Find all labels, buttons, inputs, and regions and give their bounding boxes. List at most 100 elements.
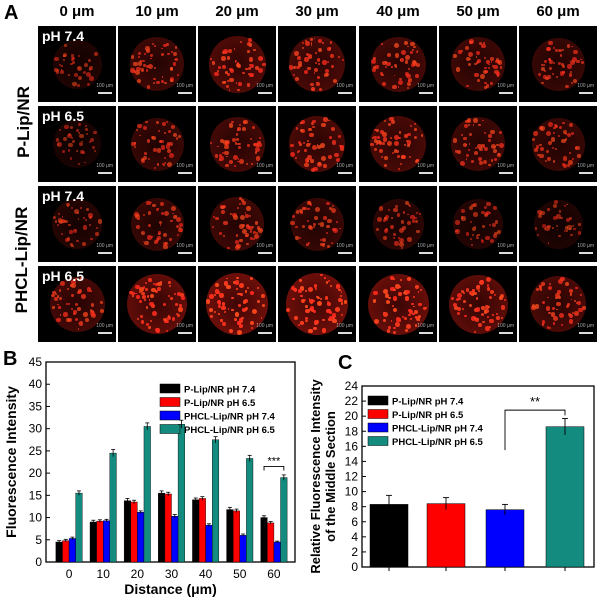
y-axis-label: Fluorescence Intensity (3, 386, 19, 538)
micrograph-tile: 100 μm (118, 26, 196, 102)
legend-swatch (159, 424, 181, 434)
micrograph-tile: 100 μm (439, 186, 517, 262)
bar (75, 492, 83, 563)
micrograph-tile: 100 μm (359, 186, 437, 262)
y-tick-label: 20 (345, 409, 359, 423)
scale-bar (419, 332, 433, 334)
scale-bar-label: 100 μm (336, 243, 353, 249)
bar (158, 492, 166, 563)
scale-bar (98, 92, 112, 94)
micrograph-tile: 100 μm (359, 266, 437, 342)
legend-swatch (159, 383, 181, 394)
scale-bar (419, 172, 433, 174)
scale-bar-label: 100 μm (336, 83, 353, 89)
micrograph-tile: 100 μm (278, 186, 356, 262)
scale-bar-label: 100 μm (577, 83, 594, 89)
legend-label: PHCL-Lip/NR pH 7.4 (184, 412, 275, 423)
scale-bar-label: 100 μm (176, 323, 193, 329)
bar (130, 501, 138, 563)
y-tick-label: 0 (35, 555, 42, 569)
scale-bar (178, 252, 192, 254)
bar (239, 535, 247, 563)
bar (267, 522, 275, 563)
bar (171, 516, 179, 563)
column-label: 60 μm (536, 3, 580, 20)
y-tick-label: 15 (29, 488, 43, 502)
scale-bar-label: 100 μm (256, 163, 273, 169)
legend-swatch (367, 395, 389, 406)
micrograph-tile: 100 μm (519, 26, 597, 102)
y-tick-label: 30 (29, 422, 43, 436)
scale-bar (178, 172, 192, 174)
scale-bar-label: 100 μm (256, 243, 273, 249)
legend-swatch (159, 397, 181, 407)
scale-bar-label: 100 μm (497, 243, 514, 249)
scale-bar (419, 252, 433, 254)
y-tick-label: 20 (29, 466, 43, 480)
scale-bar (258, 252, 272, 254)
legend-label: PHCL-Lip/NR pH 6.5 (392, 437, 483, 448)
bar (103, 520, 111, 563)
significance-label: *** (268, 455, 282, 467)
column-label: 20 μm (215, 3, 259, 20)
scale-bar-label: 100 μm (256, 323, 273, 329)
x-tick-label: 40 (199, 567, 213, 581)
column-label: 10 μm (135, 3, 179, 20)
scale-bar (98, 252, 112, 254)
micrograph-tile: 100 μm (519, 266, 597, 342)
scale-bar (579, 172, 593, 174)
ph-label: pH 7.4 (42, 188, 85, 204)
bar (212, 439, 220, 563)
scale-bar-label: 100 μm (256, 83, 273, 89)
bar (137, 512, 145, 563)
scale-bar-label: 100 μm (577, 163, 594, 169)
y-tick-label: 45 (29, 355, 43, 369)
micrograph-tile: 100 μm (359, 26, 437, 102)
bar (192, 499, 200, 563)
bar (246, 458, 254, 563)
bar (109, 452, 117, 563)
scale-bar-label: 100 μm (96, 323, 113, 329)
bar (123, 500, 131, 563)
scale-bar (338, 92, 352, 94)
bar (164, 493, 172, 563)
y-tick-label: 4 (351, 530, 358, 544)
x-axis-label: Distance (μm) (124, 581, 217, 597)
scale-bar (499, 332, 513, 334)
micrograph-tile: 100 μm (519, 106, 597, 182)
legend-label: P-Lip/NR pH 7.4 (392, 397, 464, 408)
legend-label: PHCL-Lip/NR pH 7.4 (392, 424, 483, 435)
scale-bar (258, 172, 272, 174)
y-tick-label: 35 (29, 399, 43, 413)
micrograph-tile: 100 μm (118, 186, 196, 262)
scale-bar-label: 100 μm (577, 323, 594, 329)
x-tick-label: 10 (97, 567, 111, 581)
micrograph-tile: 100 μm (439, 106, 517, 182)
bar (62, 540, 70, 563)
scale-bar (499, 172, 513, 174)
legend-swatch (159, 410, 181, 421)
scale-bar-label: 100 μm (176, 243, 193, 249)
micrograph-tile: 100 μm (278, 106, 356, 182)
scale-bar (499, 92, 513, 94)
legend-swatch (367, 436, 389, 446)
legend-swatch (367, 409, 389, 419)
y-tick-label: 25 (29, 444, 43, 458)
scale-bar-label: 100 μm (176, 163, 193, 169)
y-tick-label: 6 (351, 515, 358, 529)
scale-bar-label: 100 μm (417, 323, 434, 329)
scale-bar-label: 100 μm (417, 163, 434, 169)
legend-label: P-Lip/NR pH 7.4 (184, 385, 256, 396)
scale-bar-label: 100 μm (176, 83, 193, 89)
micrograph-tile: 100 μm (198, 266, 276, 342)
scale-bar (338, 172, 352, 174)
y-tick-label: 18 (345, 424, 359, 438)
significance-label: ** (530, 394, 540, 409)
bar (96, 520, 104, 563)
ph-label: pH 6.5 (42, 268, 85, 284)
scale-bar (178, 92, 192, 94)
x-tick-label: 0 (66, 567, 73, 581)
bar (485, 509, 525, 568)
scale-bar-label: 100 μm (336, 323, 353, 329)
